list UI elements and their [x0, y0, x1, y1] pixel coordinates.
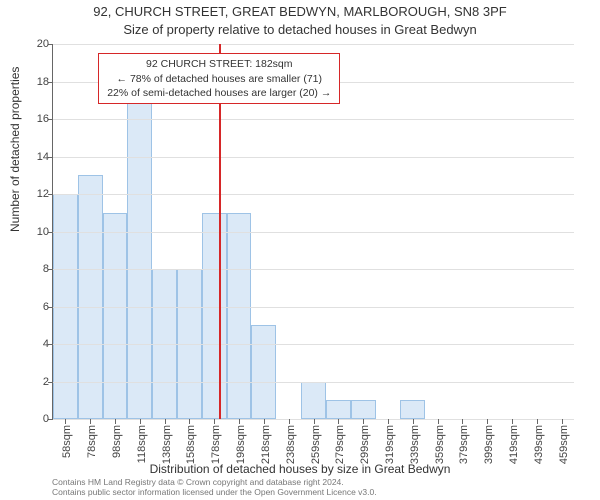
x-axis-label: Distribution of detached houses by size … [0, 462, 600, 476]
y-tick-label: 10 [21, 226, 53, 238]
footer-attribution: Contains HM Land Registry data © Crown c… [52, 478, 377, 498]
gridline [53, 194, 574, 195]
y-tick-label: 16 [21, 113, 53, 125]
y-tick-label: 18 [21, 76, 53, 88]
x-tick-label: 158sqm [181, 419, 197, 464]
annotation-line: 22% of semi-detached houses are larger (… [107, 86, 331, 100]
x-tick-label: 379sqm [454, 419, 470, 464]
x-tick-label: 439sqm [529, 419, 545, 464]
x-tick-label: 299sqm [355, 419, 371, 464]
histogram-bar [351, 400, 376, 419]
histogram-bar [326, 400, 351, 419]
annotation-box: 92 CHURCH STREET: 182sqm← 78% of detache… [98, 53, 340, 104]
x-tick-label: 419sqm [504, 419, 520, 464]
x-tick-label: 78sqm [82, 419, 98, 458]
x-tick-label: 58sqm [57, 419, 73, 458]
x-tick-label: 319sqm [380, 419, 396, 464]
y-tick-label: 14 [21, 151, 53, 163]
figure: 92, CHURCH STREET, GREAT BEDWYN, MARLBOR… [0, 0, 600, 500]
x-tick-label: 198sqm [231, 419, 247, 464]
histogram-bar [301, 382, 326, 420]
gridline [53, 157, 574, 158]
x-tick-label: 138sqm [157, 419, 173, 464]
x-tick-label: 359sqm [430, 419, 446, 464]
y-tick-label: 20 [21, 38, 53, 50]
gridline [53, 44, 574, 45]
x-tick-label: 98sqm [107, 419, 123, 458]
x-tick-label: 218sqm [256, 419, 272, 464]
annotation-line: 92 CHURCH STREET: 182sqm [107, 57, 331, 71]
x-tick-label: 259sqm [306, 419, 322, 464]
x-tick-label: 339sqm [405, 419, 421, 464]
gridline [53, 382, 574, 383]
x-tick-label: 178sqm [206, 419, 222, 464]
x-tick-label: 118sqm [132, 419, 148, 463]
histogram-bar [400, 400, 425, 419]
gridline [53, 307, 574, 308]
annotation-line: ← 78% of detached houses are smaller (71… [107, 72, 331, 86]
y-tick-label: 4 [21, 338, 53, 350]
y-tick-label: 6 [21, 301, 53, 313]
y-tick-label: 12 [21, 188, 53, 200]
x-tick-label: 399sqm [479, 419, 495, 464]
gridline [53, 344, 574, 345]
chart-title-line2: Size of property relative to detached ho… [0, 22, 600, 37]
histogram-bar [127, 100, 152, 419]
y-tick-label: 2 [21, 376, 53, 388]
histogram-bar [103, 213, 128, 419]
y-tick-label: 8 [21, 263, 53, 275]
gridline [53, 269, 574, 270]
x-tick-label: 459sqm [554, 419, 570, 464]
x-tick-label: 279sqm [330, 419, 346, 464]
plot-area: 0246810121416182092 CHURCH STREET: 182sq… [52, 44, 574, 420]
y-axis-label: Number of detached properties [8, 67, 22, 232]
histogram-bar [251, 325, 276, 419]
histogram-bar [227, 213, 252, 419]
x-tick-label: 238sqm [281, 419, 297, 464]
gridline [53, 119, 574, 120]
histogram-bar [202, 213, 227, 419]
gridline [53, 232, 574, 233]
footer-line2: Contains public sector information licen… [52, 488, 377, 498]
y-tick-label: 0 [21, 413, 53, 425]
chart-title-line1: 92, CHURCH STREET, GREAT BEDWYN, MARLBOR… [0, 4, 600, 19]
